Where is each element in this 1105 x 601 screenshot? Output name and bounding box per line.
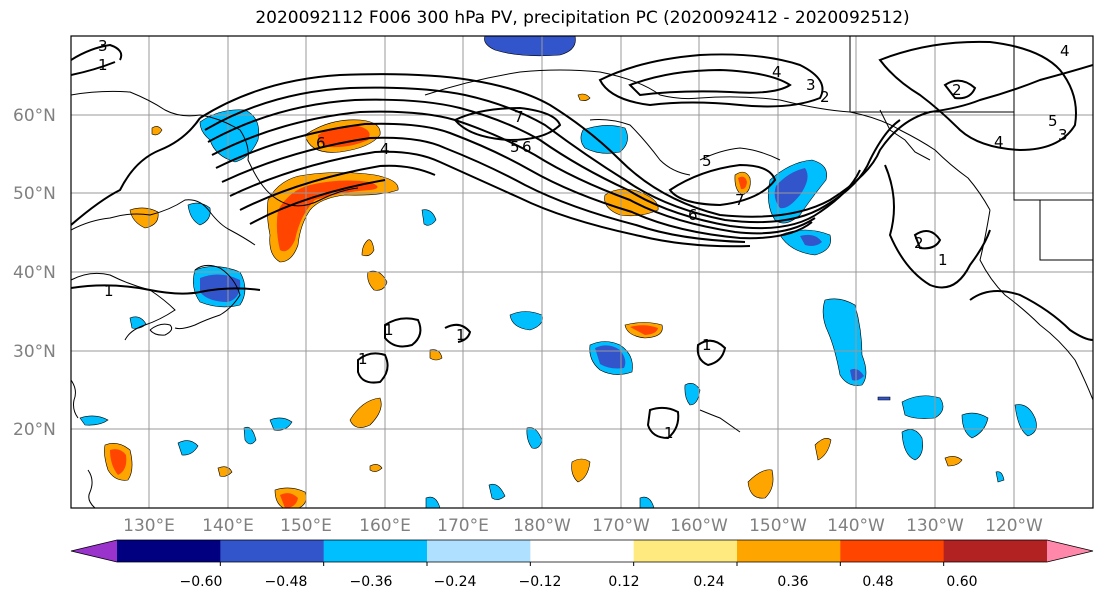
contour-label: 2 [914, 234, 924, 252]
contour-label: 6 [522, 138, 532, 156]
contour-labels: 1 3 4 5 6 7 2 4 5 6 7 3 2 4 5 3 4 2 1 1 … [98, 37, 1070, 442]
colorbar-tick-label: 0.36 [777, 574, 808, 590]
contour-label: 1 [104, 282, 114, 300]
lat-label: 50°N [13, 184, 56, 204]
lon-label: 150°E [280, 516, 332, 536]
colorbar-extend-low [71, 540, 117, 562]
contour-label: 7 [514, 108, 524, 126]
lon-label: 140°W [827, 516, 885, 536]
colorbar-segment [323, 540, 428, 562]
map-frame [70, 35, 1094, 509]
pv-contours [71, 40, 1093, 440]
contour-label: 1 [358, 350, 368, 368]
lon-label: 140°E [202, 516, 254, 536]
lat-label: 30°N [13, 342, 56, 362]
lon-label: 180°W [513, 516, 571, 536]
contour-label: 1 [384, 321, 394, 339]
contour-label: 4 [380, 140, 390, 158]
lat-label: 40°N [13, 263, 56, 283]
contour-label: 6 [316, 134, 326, 152]
contour-label: 4 [1060, 42, 1070, 60]
contour-label: 1 [702, 336, 712, 354]
colorbar-extend-high [1047, 540, 1093, 562]
colorbar-ticks: −0.60 −0.48 −0.36 −0.24 −0.12 0.12 0.24 … [180, 574, 978, 590]
lat-label: 60°N [13, 106, 56, 126]
colorbar-segment [633, 540, 738, 562]
colorbar-tick-label: −0.48 [265, 574, 308, 590]
colorbar-segment [737, 540, 841, 562]
lon-label: 130°W [906, 516, 964, 536]
colorbar-segment [530, 540, 635, 562]
contour-label: 2 [952, 81, 962, 99]
colorbar-tick-label: −0.12 [519, 574, 562, 590]
colorbar-tick-label: 0.48 [862, 574, 893, 590]
colorbar-segment [840, 540, 945, 562]
map-title: 2020092112 F006 300 hPa PV, precipitatio… [255, 8, 910, 28]
colorbar-tick-label: −0.60 [180, 574, 223, 590]
lon-label: 150°W [749, 516, 807, 536]
colorbar-segment [220, 540, 325, 562]
contour-label: 3 [1058, 126, 1068, 144]
colorbar-segment [427, 540, 531, 562]
lon-label: 170°W [592, 516, 650, 536]
lat-axis: 60°N 50°N 40°N 30°N 20°N [13, 106, 56, 440]
lon-label: 130°E [123, 516, 175, 536]
colorbar-tick-label: 0.12 [608, 574, 639, 590]
lon-axis: 130°E 140°E 150°E 160°E 170°E 180°W 170°… [123, 516, 1043, 536]
lon-label: 160°W [670, 516, 728, 536]
contour-label: 6 [688, 206, 698, 224]
colorbar-tick-label: 0.60 [946, 574, 977, 590]
coastlines [71, 36, 1093, 508]
colorbar-segment [117, 540, 221, 562]
contour-label: 3 [98, 37, 108, 55]
contour-label: 1 [938, 251, 948, 269]
colorbar-tick-label: 0.24 [693, 574, 724, 590]
contour-label: 3 [806, 76, 816, 94]
map-area: 1 3 4 5 6 7 2 4 5 6 7 3 2 4 5 3 4 2 1 1 … [71, 36, 1093, 508]
colorbar [70, 539, 1094, 566]
contour-label: 1 [456, 326, 466, 344]
contour-label: 7 [735, 191, 745, 209]
precip-shading [79, 36, 1037, 508]
colorbar-outline [70, 539, 1094, 563]
lat-label: 20°N [13, 420, 56, 440]
contour-label: 4 [772, 63, 782, 81]
contour-label: 1 [98, 56, 108, 74]
lon-label: 170°E [437, 516, 489, 536]
contour-label: 5 [702, 152, 712, 170]
lon-label: 160°E [359, 516, 411, 536]
colorbar-segment [943, 540, 1048, 562]
contour-label: 4 [994, 133, 1004, 151]
contour-label: 1 [664, 424, 674, 442]
contour-label: 5 [1048, 112, 1058, 130]
gridlines [71, 36, 1093, 508]
contour-label: 2 [820, 88, 830, 106]
lon-label: 120°W [985, 516, 1043, 536]
contour-label: 5 [510, 138, 520, 156]
colorbar-tick-label: −0.36 [350, 574, 393, 590]
colorbar-tick-label: −0.24 [434, 574, 477, 590]
